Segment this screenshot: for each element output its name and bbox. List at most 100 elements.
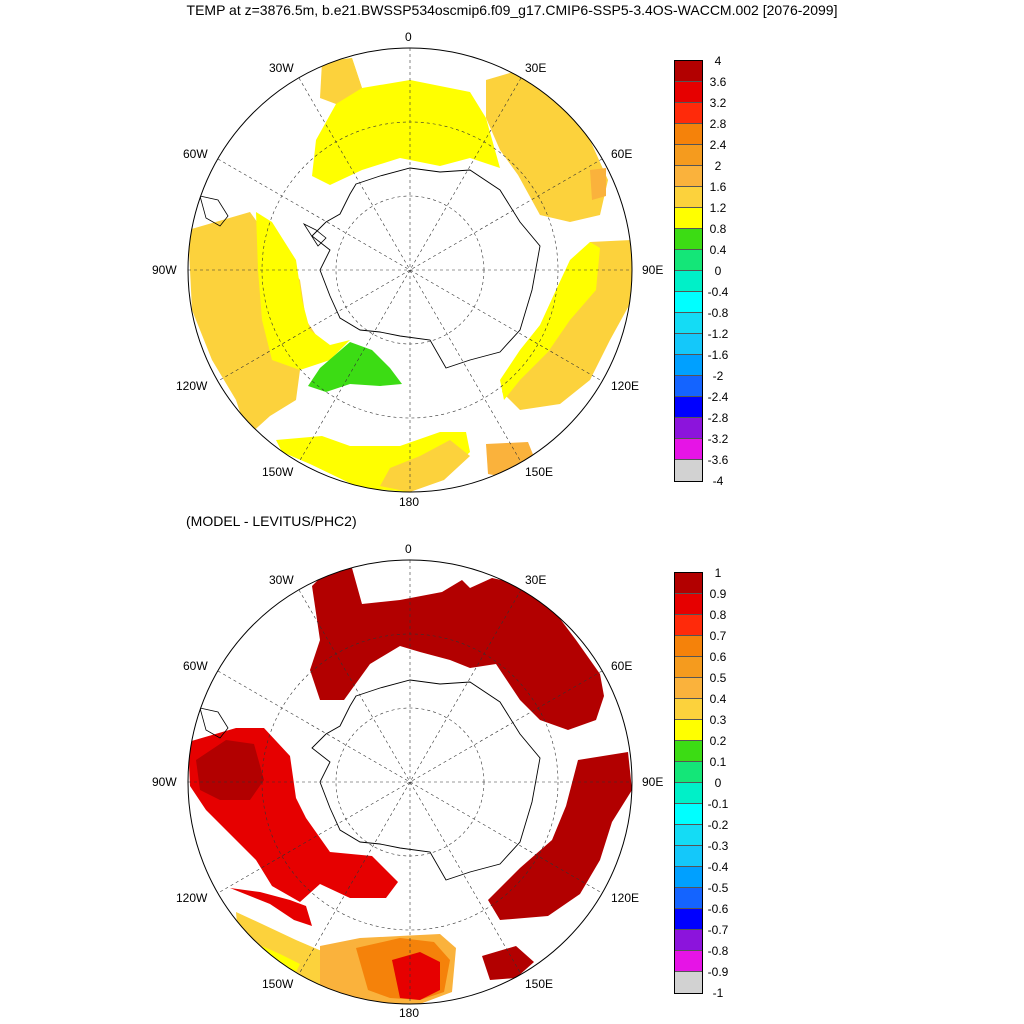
bottom-colorbar-tick-label: 0.2 <box>709 734 727 748</box>
top-colorbar-tick-label: -3.6 <box>707 453 729 467</box>
bottom-region-west-lower-red <box>230 888 312 926</box>
top-region-indian-dark-orange <box>590 168 606 200</box>
bottom-region-west-darkred <box>196 740 264 800</box>
top-lon-label-150w: 150W <box>262 465 294 479</box>
top-colorbar-tick-label: -0.8 <box>707 306 729 320</box>
top-colorbar-tick-label: 0 <box>714 264 722 278</box>
top-colorbar-tick-label: 2 <box>714 159 722 173</box>
bottom-colorbar-tick-label: 1 <box>714 566 722 580</box>
top-region-west-yellow <box>256 212 350 370</box>
top-lon-label-120w: 120W <box>176 379 208 393</box>
top-colorbar-tick-label: 0.8 <box>709 222 727 236</box>
bottom-region-east-darkred <box>488 752 632 920</box>
bottom-colorbar-tick-label: -0.3 <box>707 839 729 853</box>
top-lon-label-60w: 60W <box>183 147 208 161</box>
bottom-colorbar-tick-label: -0.4 <box>707 860 729 874</box>
top-colorbar-tick-label: -1.2 <box>707 327 729 341</box>
bottom-colorbar-tick-label: -0.1 <box>707 797 729 811</box>
top-colorbar-tick-label: 3.6 <box>709 75 727 89</box>
top-colorbar <box>674 60 703 482</box>
top-region-green-patch <box>308 342 402 392</box>
top-antarctica-coast <box>311 167 541 369</box>
top-colorbar-swatch <box>675 355 702 376</box>
top-region-atlantic-orange <box>320 58 362 104</box>
bottom-lon-label-0: 0 <box>405 542 412 556</box>
bottom-colorbar-swatch <box>675 741 702 762</box>
top-colorbar-tick-label: -0.4 <box>707 285 729 299</box>
top-colorbar-tick-label: -4 <box>712 474 724 488</box>
top-colorbar-swatch <box>675 229 702 250</box>
top-colorbar-swatch <box>675 334 702 355</box>
bottom-colorbar-swatch <box>675 594 702 615</box>
bottom-colorbar-swatch <box>675 720 702 741</box>
top-colorbar-swatch <box>675 250 702 271</box>
top-colorbar-tick-label: -3.2 <box>707 432 729 446</box>
top-lon-label-120e: 120E <box>611 379 640 393</box>
bottom-lon-label-30w: 30W <box>269 573 294 587</box>
top-colorbar-tick-label: -1.6 <box>707 348 729 362</box>
bottom-colorbar-swatch <box>675 615 702 636</box>
top-region-east-yellow <box>500 242 600 400</box>
bottom-colorbar-swatch <box>675 573 702 594</box>
bottom-region-small-darkred <box>482 946 534 980</box>
top-region-indian-orange <box>486 70 608 222</box>
bottom-colorbar-swatch <box>675 825 702 846</box>
top-colorbar-tick-label: 4 <box>714 54 722 68</box>
top-sheet-outline <box>302 222 327 247</box>
bottom-colorbar-swatch <box>675 888 702 909</box>
bottom-colorbar-tick-label: 0.7 <box>709 629 727 643</box>
bottom-lon-label-120e: 120E <box>611 891 640 905</box>
bottom-colorbar-swatch <box>675 951 702 972</box>
bottom-colorbar-swatch <box>675 783 702 804</box>
top-lon-label-90e: 90E <box>642 263 664 277</box>
top-colorbar-swatch <box>675 103 702 124</box>
top-lon-label-150e: 150E <box>525 465 554 479</box>
top-colorbar-tick-label: 1.2 <box>709 201 727 215</box>
top-colorbar-swatch <box>675 292 702 313</box>
top-region-west-orange <box>188 212 326 436</box>
top-colorbar-tick-label: -2.4 <box>707 390 729 404</box>
top-colorbar-tick-label: 3.2 <box>709 96 727 110</box>
top-south-america-tip <box>199 195 229 227</box>
bottom-colorbar-swatch <box>675 867 702 888</box>
bottom-colorbar-tick-label: 0.5 <box>709 671 727 685</box>
top-lon-label-60e: 60E <box>611 147 633 161</box>
bottom-colorbar-tick-label: -1 <box>712 986 724 1000</box>
bottom-lon-label-60e: 60E <box>611 659 633 673</box>
bottom-colorbar-swatch <box>675 804 702 825</box>
bottom-colorbar-tick-label: 0.1 <box>709 755 727 769</box>
bottom-colorbar-tick-label: -0.7 <box>707 923 729 937</box>
bottom-colorbar-tick-label: 0 <box>714 776 722 790</box>
bottom-region-north-darkred <box>310 568 604 730</box>
top-colorbar-swatch <box>675 145 702 166</box>
bottom-colorbar-swatch <box>675 762 702 783</box>
top-colorbar-swatch <box>675 397 702 418</box>
top-map-border <box>187 47 633 493</box>
bottom-map-border <box>187 559 633 1005</box>
bottom-lon-label-150e: 150E <box>525 977 554 991</box>
top-colorbar-swatch <box>675 124 702 145</box>
top-region-pacific-orange <box>380 440 470 492</box>
bottom-colorbar-tick-label: -0.6 <box>707 902 729 916</box>
bottom-lon-label-60w: 60W <box>183 659 208 673</box>
bottom-colorbar-tick-label: -0.2 <box>707 818 729 832</box>
top-colorbar-swatch <box>675 166 702 187</box>
top-colorbar-swatch <box>675 376 702 397</box>
bottom-antarctica-coast <box>311 679 541 881</box>
top-colorbar-swatch <box>675 460 702 481</box>
bottom-colorbar-tick-label: 0.9 <box>709 587 727 601</box>
top-lon-label-90w: 90W <box>152 263 177 277</box>
bottom-colorbar <box>674 572 703 994</box>
bottom-lon-label-150w: 150W <box>262 977 294 991</box>
top-region-east-orange <box>502 240 632 410</box>
top-colorbar-swatch <box>675 271 702 292</box>
bottom-south-america-tip <box>199 707 229 739</box>
top-colorbar-swatch <box>675 418 702 439</box>
top-lon-label-30e: 30E <box>525 61 547 75</box>
top-colorbar-swatch <box>675 439 702 460</box>
top-colorbar-tick-label: -2 <box>712 369 724 383</box>
top-lon-label-0: 0 <box>405 30 412 44</box>
bottom-colorbar-swatch <box>675 636 702 657</box>
